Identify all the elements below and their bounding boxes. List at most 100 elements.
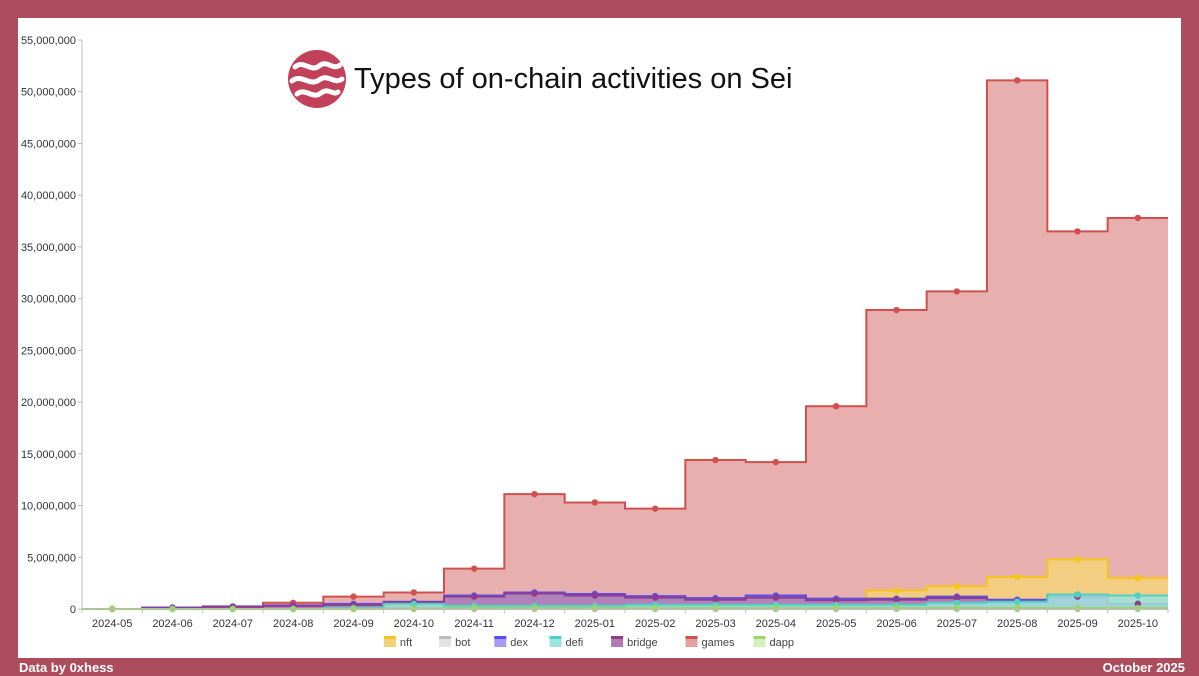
y-tick-label: 10,000,000 — [21, 501, 76, 513]
x-tick-label-2024-10: 2024-10 — [394, 618, 434, 630]
publish-date: October 2025 — [1102, 660, 1185, 675]
line-games — [82, 79, 1168, 610]
legend-swatch-edge-bridge — [611, 636, 624, 639]
point-bridge-2025-04 — [772, 594, 780, 601]
x-tick-label-2024-08: 2024-08 — [273, 618, 313, 630]
activity-chart: 0 5,000,000 10,000,000 15,000,000 20,000,000… — [21, 35, 1169, 649]
point-games-2025-07 — [953, 288, 961, 295]
point-games-2025-09 — [1074, 228, 1081, 235]
x-tick-label-2025-01: 2025-01 — [575, 618, 615, 630]
x-tick-label-2025-06: 2025-06 — [876, 618, 916, 630]
point-nft-2025-10 — [1134, 574, 1142, 582]
y-tick-label: 0 — [70, 604, 76, 616]
point-games-2025-06 — [893, 306, 900, 314]
x-tick-label-2024-12: 2024-12 — [514, 618, 554, 630]
x-tick-label-2024-06: 2024-06 — [152, 618, 192, 630]
point-bridge-2025-06 — [893, 596, 900, 603]
point-games-2025-08 — [1013, 77, 1021, 84]
legend-label-games: games — [702, 637, 736, 649]
point-bridge-2025-02 — [651, 594, 659, 601]
legend-swatch-games — [685, 636, 698, 647]
x-tick-label-2025-10: 2025-10 — [1118, 618, 1158, 630]
legend-swatch-edge-games — [685, 636, 698, 639]
y-tick-label: 50,000,000 — [21, 87, 76, 99]
y-tick-label: 45,000,000 — [21, 138, 76, 150]
legend-label-bot: bot — [455, 637, 470, 649]
point-defi-2025-09 — [1074, 591, 1081, 598]
point-defi-2025-10 — [1134, 592, 1142, 599]
x-tick-label-2024-11: 2024-11 — [454, 618, 494, 630]
point-bridge-2024-12 — [531, 590, 538, 597]
y-tick-label: 25,000,000 — [21, 345, 76, 357]
point-dapp-2025-06 — [893, 604, 900, 612]
legend-swatch-dapp — [753, 636, 766, 647]
legend-swatch-bridge — [611, 636, 624, 647]
axis-layer: 0 5,000,000 10,000,000 15,000,000 20,000,000… — [21, 35, 1169, 630]
y-tick-label: 5,000,000 — [27, 552, 76, 564]
y-tick-label: 30,000,000 — [21, 294, 76, 306]
chart-panel: 0 5,000,000 10,000,000 15,000,000 20,000,000… — [18, 18, 1181, 658]
x-tick-label-2024-07: 2024-07 — [213, 618, 253, 630]
chart-title: Types of on-chain activities on Sei — [354, 63, 792, 95]
logo-icon — [288, 50, 346, 108]
point-games-2024-10 — [410, 589, 418, 596]
point-bridge-2024-11 — [470, 593, 478, 600]
y-tick-label: 40,000,000 — [21, 190, 76, 202]
point-nft-2025-08 — [1013, 573, 1021, 581]
legend-swatch-defi — [549, 636, 562, 647]
point-nft-2025-09 — [1074, 556, 1081, 563]
legend-label-dex: dex — [510, 637, 528, 649]
point-defi-2025-08 — [1013, 598, 1021, 605]
point-dapp-2025-03 — [712, 604, 719, 612]
point-bridge-2025-03 — [712, 596, 719, 603]
point-games-2025-05 — [832, 403, 840, 410]
point-dapp-2025-04 — [772, 604, 780, 612]
legend-swatch-edge-defi — [549, 636, 562, 639]
x-tick-label-2025-09: 2025-09 — [1057, 618, 1097, 630]
point-dapp-2024-12 — [531, 604, 538, 612]
legend-swatch-dex — [494, 636, 507, 647]
area-games — [82, 80, 1168, 609]
legend-swatch-edge-dapp — [753, 636, 766, 639]
x-tick-label-2024-05: 2024-05 — [92, 618, 132, 630]
point-bridge-2025-05 — [832, 597, 840, 604]
point-nft-2025-06 — [893, 587, 900, 594]
legend-label-dapp: dapp — [770, 637, 794, 649]
point-dapp-2024-10 — [410, 605, 418, 612]
x-tick-label-2025-05: 2025-05 — [816, 618, 856, 630]
x-tick-label-2024-09: 2024-09 — [333, 618, 373, 630]
point-games-2024-11 — [470, 565, 478, 572]
point-nft-2025-07 — [953, 583, 961, 590]
x-tick-label-2025-03: 2025-03 — [695, 618, 735, 630]
point-bridge-2025-07 — [953, 594, 961, 602]
x-tick-label-2025-07: 2025-07 — [937, 618, 977, 630]
legend-swatch-edge-bot — [439, 636, 452, 639]
y-tick-label: 35,000,000 — [21, 242, 76, 254]
line-bridge — [82, 592, 1168, 610]
point-games-2025-02 — [651, 505, 659, 512]
legend: nft bot dex defi bridge games dapp — [383, 636, 794, 649]
legend-label-bridge: bridge — [627, 637, 658, 649]
point-games-2025-10 — [1134, 214, 1142, 222]
point-games-2025-03 — [712, 456, 719, 464]
point-games-2024-12 — [531, 490, 538, 498]
x-tick-label-2025-02: 2025-02 — [635, 618, 675, 630]
point-games-2024-09 — [350, 593, 357, 600]
point-dapp-2025-05 — [832, 604, 840, 612]
area-layer — [82, 79, 1168, 610]
legend-swatch-nft — [383, 636, 396, 647]
point-dapp-2025-02 — [651, 604, 659, 612]
x-tick-label-2025-04: 2025-04 — [756, 618, 796, 630]
data-source-credit: Data by 0xhess — [19, 660, 114, 675]
point-games-2025-04 — [772, 458, 780, 466]
point-dapp-2025-07 — [953, 604, 961, 612]
x-tick-label-2025-08: 2025-08 — [997, 618, 1037, 630]
point-defi-2025-07 — [953, 599, 961, 606]
legend-label-nft: nft — [400, 637, 412, 649]
point-defi-2024-10 — [410, 600, 418, 608]
legend-label-defi: defi — [566, 637, 584, 649]
point-dapp-2025-09 — [1074, 604, 1081, 612]
point-bridge-2025-01 — [591, 592, 599, 599]
legend-swatch-edge-dex — [494, 636, 507, 639]
legend-swatch-edge-nft — [383, 636, 396, 639]
